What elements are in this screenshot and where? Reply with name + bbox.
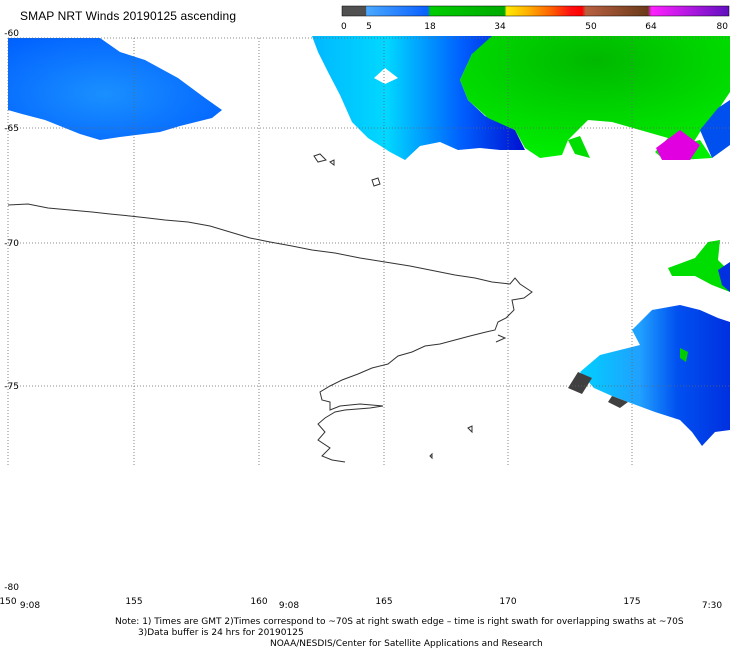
lat-label-80: -80 <box>4 583 19 593</box>
wind-swath-north-green <box>460 36 730 160</box>
scale-label-5: 5 <box>366 22 372 32</box>
wind-swath-northwest <box>8 38 222 140</box>
note-line-2: 3)Data buffer is 24 hrs for 20190125 <box>138 628 304 638</box>
time-label-right: 7:30 <box>702 601 722 611</box>
scale-label-50: 50 <box>585 22 597 32</box>
time-labels: 9:08 9:08 7:30 <box>20 601 722 611</box>
lon-label-160: 160 <box>250 597 267 607</box>
longitude-labels: 150 155 160 165 170 175 <box>0 597 641 607</box>
wind-swath-east-green <box>668 240 730 292</box>
lon-label-170: 170 <box>499 597 516 607</box>
lat-label-60: -60 <box>4 29 19 39</box>
lon-label-155: 155 <box>125 597 142 607</box>
lat-label-70: -70 <box>4 239 19 249</box>
coastline <box>7 153 533 463</box>
wind-swath-north-center <box>312 36 525 160</box>
scale-label-80: 80 <box>717 22 729 32</box>
scale-label-64: 64 <box>645 22 657 32</box>
wind-swath-southeast <box>568 305 730 446</box>
note-line-1: Note: 1) Times are GMT 2)Times correspon… <box>115 617 684 627</box>
lon-label-150: 150 <box>0 597 17 607</box>
scale-label-34: 34 <box>494 22 506 32</box>
lon-label-165: 165 <box>375 597 392 607</box>
scale-label-18: 18 <box>424 22 436 32</box>
lat-label-75: -75 <box>4 382 19 392</box>
scale-label-0: 0 <box>341 22 347 32</box>
lon-label-175: 175 <box>623 597 640 607</box>
time-label-center: 9:08 <box>279 601 299 611</box>
latitude-labels: -60 -65 -70 -75 -80 <box>4 29 19 593</box>
graticule <box>7 37 730 465</box>
credit-line: NOAA/NESDIS/Center for Satellite Applica… <box>270 639 543 649</box>
color-scale-labels: 0 5 18 34 50 64 80 <box>341 22 728 32</box>
map-title: SMAP NRT Winds 20190125 ascending <box>20 9 237 23</box>
color-scale <box>341 5 730 17</box>
lat-label-65: -65 <box>4 124 19 134</box>
time-label-left: 9:08 <box>20 601 40 611</box>
